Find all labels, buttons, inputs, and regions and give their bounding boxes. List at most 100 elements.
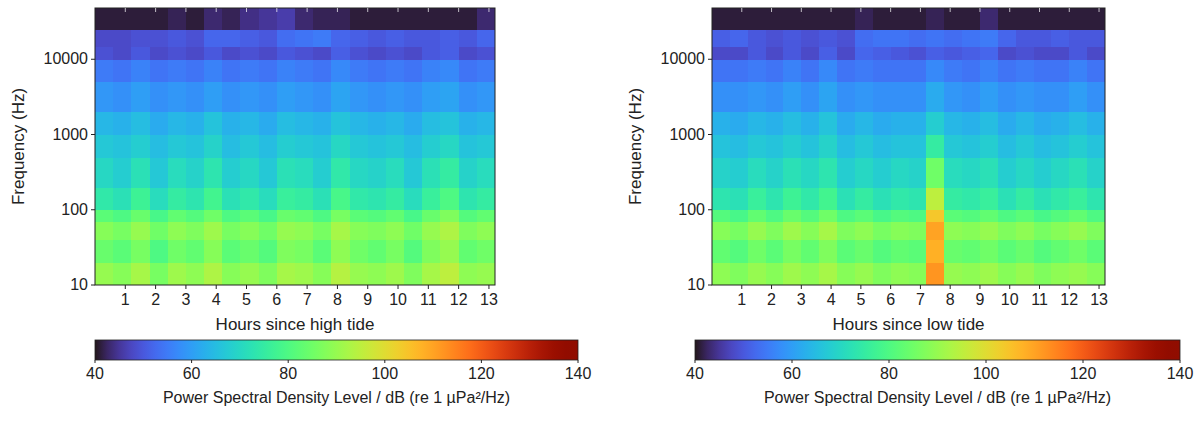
cell	[819, 8, 837, 30]
cell	[730, 187, 748, 210]
cell	[873, 262, 891, 285]
cell	[766, 82, 784, 112]
cell	[766, 240, 784, 263]
cell	[1051, 59, 1069, 82]
cell	[313, 157, 332, 187]
cell	[95, 240, 114, 263]
cell	[944, 112, 962, 135]
cell	[422, 262, 441, 285]
cell	[404, 135, 423, 158]
cell	[331, 157, 350, 187]
cell	[131, 157, 150, 187]
cell	[459, 221, 478, 240]
cell	[1069, 157, 1087, 187]
cell	[909, 59, 927, 82]
cell	[891, 112, 909, 135]
cell	[404, 82, 423, 112]
cell	[404, 221, 423, 240]
cell	[422, 46, 441, 60]
cell	[331, 46, 350, 60]
cell	[259, 262, 278, 285]
cell	[222, 157, 241, 187]
cell	[837, 59, 855, 82]
cell	[819, 59, 837, 82]
cell	[1034, 157, 1052, 187]
cell	[819, 112, 837, 135]
cell	[837, 210, 855, 222]
cell	[873, 221, 891, 240]
cell	[204, 187, 223, 210]
plot-frame	[712, 8, 1105, 285]
cell	[712, 221, 730, 240]
cell	[386, 135, 405, 158]
cell	[998, 157, 1016, 187]
cell	[295, 210, 314, 222]
cell	[186, 46, 205, 60]
cell	[1016, 46, 1034, 60]
cell	[998, 29, 1016, 46]
cell	[350, 112, 369, 135]
cell	[801, 157, 819, 187]
cell	[295, 187, 314, 210]
cell	[909, 82, 927, 112]
cell	[962, 157, 980, 187]
cell	[477, 82, 495, 112]
cell	[712, 112, 730, 135]
cell	[204, 240, 223, 263]
cell	[150, 29, 169, 46]
cell	[368, 29, 387, 46]
x-tick-top	[801, 8, 802, 12]
cell	[1087, 46, 1105, 60]
cell	[259, 112, 278, 135]
cell	[186, 240, 205, 263]
cell	[748, 135, 766, 158]
cell	[944, 29, 962, 46]
cell	[891, 210, 909, 222]
x-tick-label: 6	[886, 291, 895, 308]
cell	[131, 59, 150, 82]
cell	[277, 59, 296, 82]
cell	[95, 135, 114, 158]
cell	[748, 29, 766, 46]
cell	[783, 8, 801, 30]
cell	[440, 59, 459, 82]
cell	[186, 210, 205, 222]
plot-frame	[95, 8, 495, 285]
cell	[712, 240, 730, 263]
cell	[204, 135, 223, 158]
cell	[1034, 8, 1052, 30]
cell	[962, 46, 980, 60]
cell	[962, 112, 980, 135]
cell	[998, 210, 1016, 222]
x-tick-top	[216, 8, 217, 12]
cell	[404, 8, 423, 30]
cell	[766, 59, 784, 82]
colorbar-tick-label: 120	[1070, 365, 1097, 382]
cell	[131, 29, 150, 46]
y-tick-label: 10000	[44, 50, 89, 67]
cell	[766, 46, 784, 60]
x-tick-top	[831, 8, 832, 12]
colorbar-tick-label: 100	[973, 365, 1000, 382]
cell	[295, 240, 314, 263]
cell	[131, 8, 150, 30]
cell	[313, 8, 332, 30]
cell	[113, 46, 132, 60]
cell	[95, 8, 114, 30]
cell	[350, 59, 369, 82]
cell	[1051, 240, 1069, 263]
cell	[766, 8, 784, 30]
cell	[113, 82, 132, 112]
panel: 1234567891011121310100100010000Hours sin…	[9, 8, 591, 406]
cell	[783, 210, 801, 222]
cell	[368, 59, 387, 82]
cell	[980, 135, 998, 158]
cell	[819, 157, 837, 187]
cell	[368, 8, 387, 30]
cell	[477, 46, 495, 60]
cell	[1087, 59, 1105, 82]
x-tick-top	[307, 8, 308, 12]
cell	[350, 82, 369, 112]
x-tick-top	[920, 8, 921, 12]
cell	[730, 210, 748, 222]
